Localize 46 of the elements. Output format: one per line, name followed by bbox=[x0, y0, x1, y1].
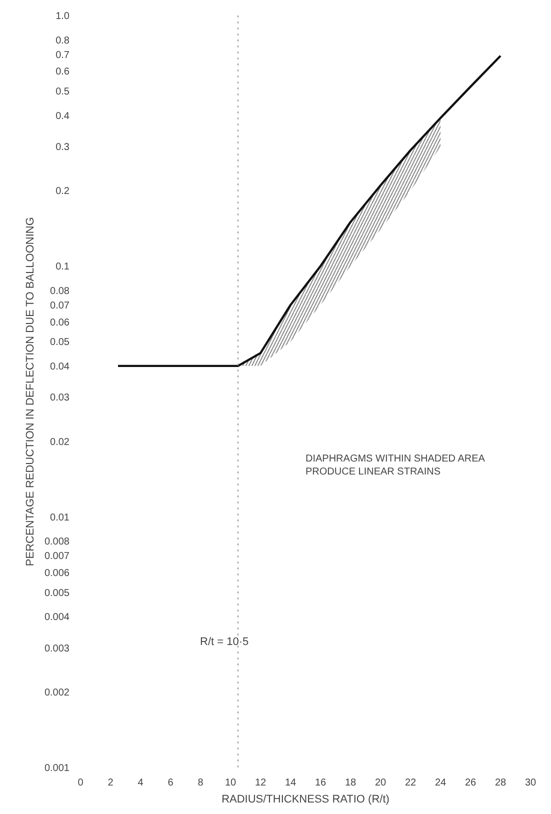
x-tick-label: 22 bbox=[404, 778, 416, 788]
line-series bbox=[116, 54, 502, 368]
y-tick-label: 0.7 bbox=[56, 50, 70, 61]
x-tick-label: 18 bbox=[344, 778, 356, 788]
x-tick-label: 14 bbox=[284, 778, 296, 788]
y-tick-label: 0.1 bbox=[56, 262, 70, 273]
y-tick-label: 0.002 bbox=[44, 688, 70, 699]
y-tick-label: 0.5 bbox=[56, 86, 70, 98]
y-tick-label: 0.06 bbox=[50, 317, 70, 328]
ref-line-label: R/t = 10·5 bbox=[200, 636, 249, 648]
y-tick-label: 0.8 bbox=[56, 35, 70, 46]
y-tick-label: 0.007 bbox=[44, 551, 70, 562]
y-tick-label: 0.004 bbox=[44, 612, 70, 624]
y-tick-label: 0.6 bbox=[56, 66, 70, 78]
x-tick-label: 6 bbox=[168, 778, 174, 788]
x-tick-label: 28 bbox=[494, 778, 506, 788]
y-tick-label: 0.003 bbox=[44, 643, 70, 654]
y-tick-label: 0.03 bbox=[50, 392, 70, 404]
x-tick-label: 0 bbox=[78, 778, 84, 788]
y-axis-title: PERCENTAGE REDUCTION IN DEFLECTION DUE TO BALLOONING bbox=[24, 217, 36, 566]
y-tick-label: 0.08 bbox=[50, 286, 70, 297]
x-tick-label: 24 bbox=[434, 778, 446, 788]
x-tick-label: 16 bbox=[314, 778, 326, 788]
y-tick-label: 0.07 bbox=[50, 300, 70, 312]
y-tick-label: 1.0 bbox=[56, 11, 70, 22]
y-tick-label: 0.01 bbox=[50, 512, 70, 524]
y-tick-label: 0.2 bbox=[56, 186, 70, 198]
y-tick-label: 0.006 bbox=[44, 568, 70, 579]
x-tick-label: 30 bbox=[524, 778, 536, 788]
x-axis-title: RADIUS/THICKNESS RATIO (R/t) bbox=[222, 794, 390, 806]
x-tick-label: 26 bbox=[464, 778, 476, 788]
y-tick-label: 0.001 bbox=[44, 763, 70, 774]
x-tick-label: 12 bbox=[254, 778, 266, 788]
y-tick-label: 0.05 bbox=[50, 337, 70, 348]
y-tick-label: 0.005 bbox=[44, 588, 70, 599]
x-tick-label: 10 bbox=[224, 778, 236, 788]
y-tick-label: 0.02 bbox=[50, 436, 70, 448]
y-tick-label: 0.3 bbox=[56, 142, 70, 154]
x-tick-label: 8 bbox=[198, 778, 204, 788]
y-tick-label: 0.008 bbox=[44, 536, 70, 548]
x-tick-label: 2 bbox=[108, 778, 114, 788]
y-tick-label: 0.04 bbox=[50, 361, 70, 372]
x-tick-label: 4 bbox=[138, 778, 144, 788]
annotation: DIAPHRAGMS WITHIN SHADED AREA PRODUCE LINEAR STRAINS bbox=[306, 453, 486, 478]
x-tick-label: 20 bbox=[374, 778, 386, 788]
y-tick-label: 0.4 bbox=[56, 110, 70, 122]
